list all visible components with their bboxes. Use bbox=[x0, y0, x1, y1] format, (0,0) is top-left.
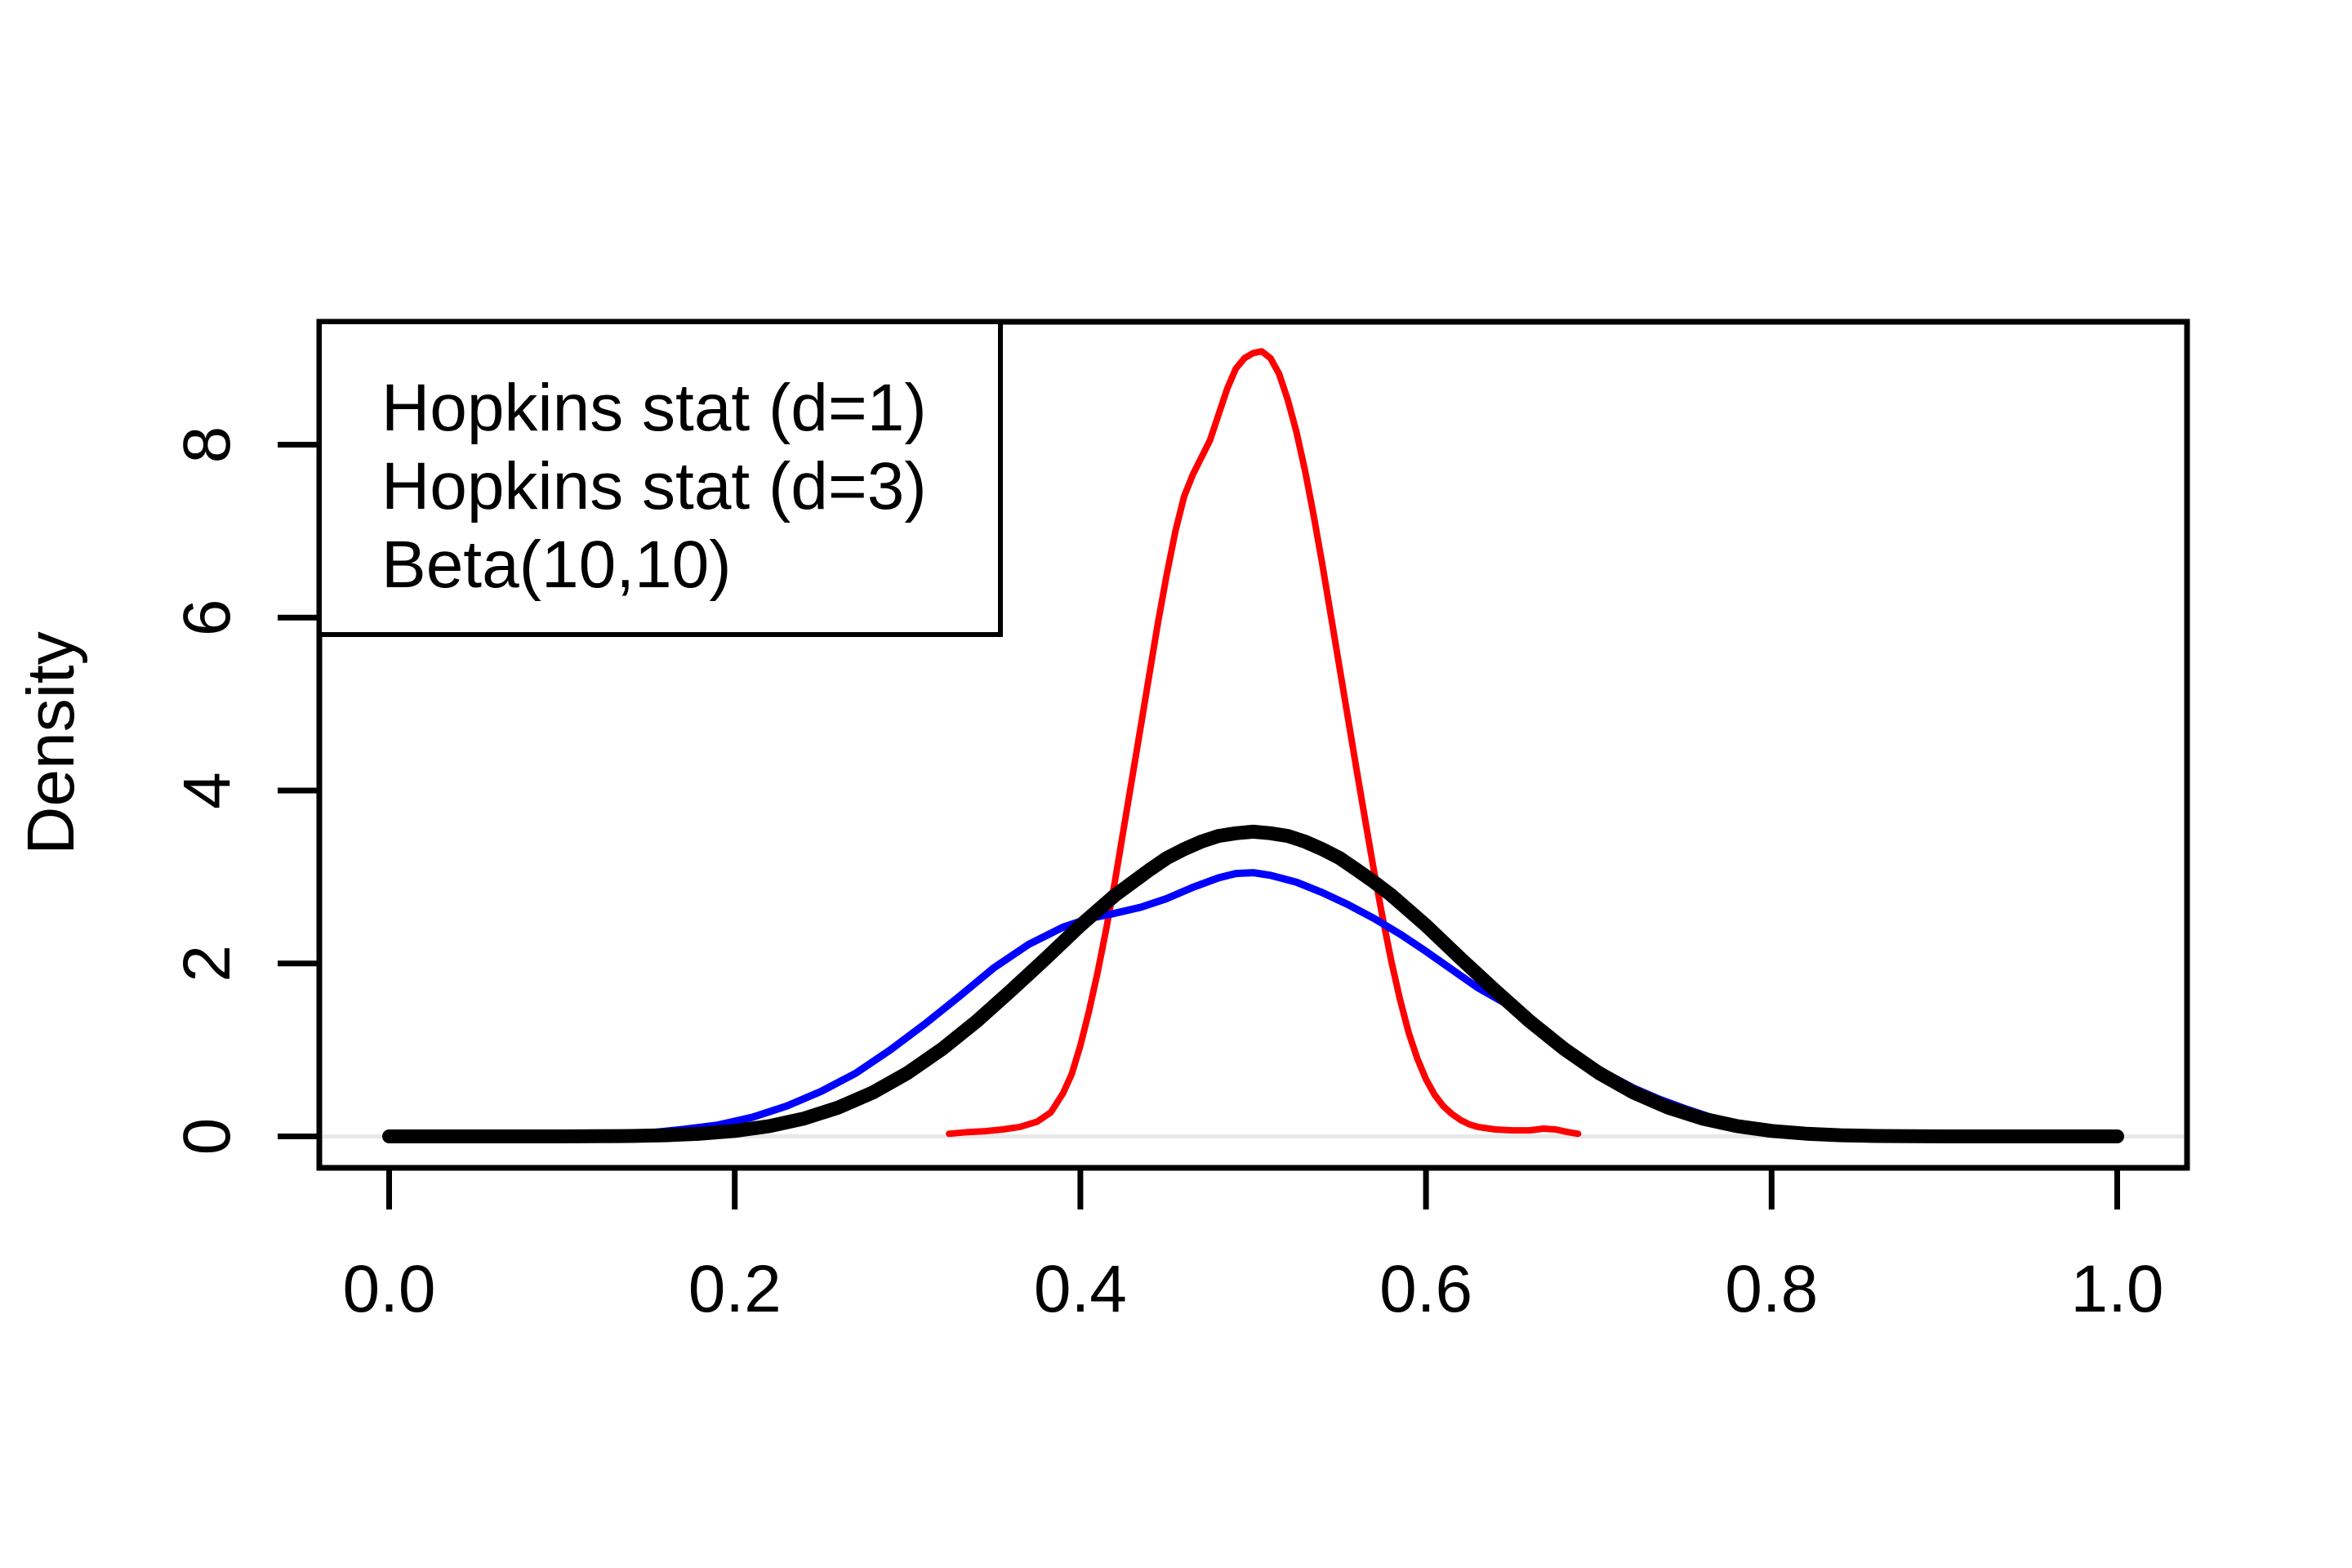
y-axis-title: Density bbox=[14, 631, 88, 854]
legend-label-beta: Beta(10,10) bbox=[381, 528, 732, 602]
x-tick-label-0.8: 0.8 bbox=[1725, 1252, 1818, 1326]
y-tick-label-4: 4 bbox=[170, 772, 244, 809]
legend-label-hopkins-d1: Hopkins stat (d=1) bbox=[381, 371, 927, 445]
x-tick-label-0.0: 0.0 bbox=[343, 1252, 436, 1326]
x-tick-label-1.0: 1.0 bbox=[2071, 1252, 2164, 1326]
series-line-1-hopkins-stat-d-3 bbox=[584, 869, 1871, 1140]
y-tick-label-0: 0 bbox=[170, 1118, 244, 1156]
series-line-0-hopkins-stat-d-1 bbox=[946, 348, 1582, 1138]
x-axis: 0.0 0.2 0.4 0.6 0.8 1.0 bbox=[343, 1168, 2164, 1326]
y-tick-label-6: 6 bbox=[170, 599, 244, 636]
x-tick-label-0.2: 0.2 bbox=[688, 1252, 782, 1326]
y-tick-label-8: 8 bbox=[170, 426, 244, 464]
x-tick-label-0.4: 0.4 bbox=[1034, 1252, 1127, 1326]
series-curves bbox=[382, 348, 2124, 1143]
plot-border bbox=[316, 318, 2190, 1171]
y-tick-label-2: 2 bbox=[170, 945, 244, 982]
y-axis: 0 2 4 6 8 bbox=[170, 426, 319, 1156]
legend-label-hopkins-d3: Hopkins stat (d=3) bbox=[381, 449, 927, 523]
legend-box bbox=[317, 319, 1003, 637]
x-tick-label-0.6: 0.6 bbox=[1379, 1252, 1472, 1326]
legend: Hopkins stat (d=1) Hopkins stat (d=3) Be… bbox=[317, 319, 1003, 637]
series-line-2-beta-10-10 bbox=[382, 824, 2124, 1143]
